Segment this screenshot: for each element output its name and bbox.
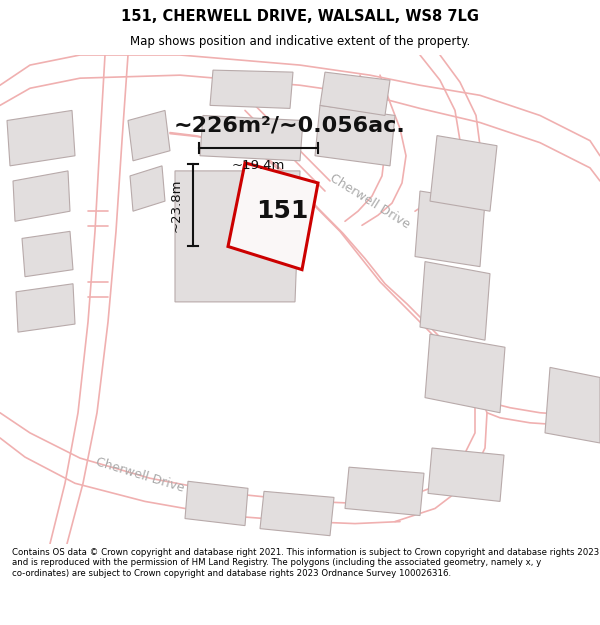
- Polygon shape: [425, 334, 505, 412]
- Polygon shape: [130, 166, 165, 211]
- Text: Cherwell Drive: Cherwell Drive: [328, 171, 412, 231]
- Polygon shape: [185, 481, 248, 526]
- Polygon shape: [320, 72, 390, 116]
- Polygon shape: [22, 231, 73, 277]
- Text: ~23.8m: ~23.8m: [170, 178, 183, 232]
- Text: Map shows position and indicative extent of the property.: Map shows position and indicative extent…: [130, 35, 470, 48]
- Polygon shape: [315, 106, 395, 166]
- Polygon shape: [345, 467, 424, 516]
- Polygon shape: [175, 171, 300, 302]
- Text: 151, CHERWELL DRIVE, WALSALL, WS8 7LG: 151, CHERWELL DRIVE, WALSALL, WS8 7LG: [121, 9, 479, 24]
- Polygon shape: [545, 368, 600, 443]
- Polygon shape: [16, 284, 75, 332]
- Text: Cherwell Drive: Cherwell Drive: [94, 456, 186, 495]
- Polygon shape: [7, 111, 75, 166]
- Polygon shape: [13, 171, 70, 221]
- Polygon shape: [260, 491, 334, 536]
- Polygon shape: [210, 70, 293, 108]
- Text: ~19.4m: ~19.4m: [232, 159, 285, 172]
- Polygon shape: [420, 262, 490, 340]
- Polygon shape: [128, 111, 170, 161]
- Polygon shape: [415, 191, 485, 267]
- Polygon shape: [430, 136, 497, 211]
- Text: 151: 151: [256, 199, 308, 223]
- Text: ~226m²/~0.056ac.: ~226m²/~0.056ac.: [174, 116, 406, 136]
- Polygon shape: [228, 163, 318, 269]
- Polygon shape: [428, 448, 504, 501]
- Text: Contains OS data © Crown copyright and database right 2021. This information is : Contains OS data © Crown copyright and d…: [12, 548, 599, 578]
- Polygon shape: [200, 116, 303, 161]
